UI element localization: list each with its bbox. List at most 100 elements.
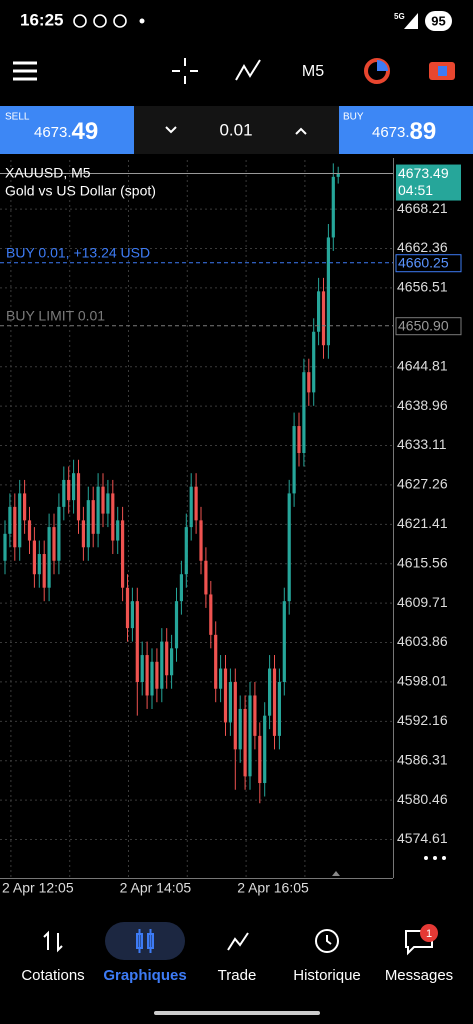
candle-body xyxy=(263,715,267,784)
candle-body xyxy=(170,648,174,676)
volume-up[interactable] xyxy=(295,127,307,135)
candle-body xyxy=(160,641,164,689)
candle-body xyxy=(32,540,36,575)
candle-body xyxy=(72,473,76,501)
candle-body xyxy=(47,527,51,588)
nav-icon-active xyxy=(136,929,154,953)
candle-body xyxy=(8,506,12,534)
indicators-button[interactable] xyxy=(235,59,261,81)
trade-accent xyxy=(438,66,447,76)
nav-tab[interactable]: Messages xyxy=(385,967,453,984)
candle-body xyxy=(130,601,134,629)
candle-body xyxy=(268,668,272,716)
candle-body xyxy=(135,601,139,682)
candle-body xyxy=(116,520,120,541)
badge-count: 1 xyxy=(426,928,432,940)
candle-body xyxy=(101,486,105,514)
more-button[interactable] xyxy=(424,856,446,860)
candle-body xyxy=(321,291,326,346)
timeframe-button[interactable]: M5 xyxy=(302,63,324,80)
candle-body xyxy=(199,520,203,561)
plot xyxy=(0,163,393,804)
y-tick-label: 4668.21 xyxy=(397,200,448,216)
candle-body xyxy=(277,681,281,736)
y-tick-label: 4656.51 xyxy=(397,279,448,295)
candle-body xyxy=(121,520,125,588)
candle-body xyxy=(76,473,81,521)
menu-button[interactable] xyxy=(13,61,37,81)
nav-tab[interactable]: Historique xyxy=(293,967,361,984)
candle-body xyxy=(145,655,149,696)
status-icons xyxy=(73,14,127,28)
volume-down[interactable] xyxy=(165,126,177,134)
crosshair-button[interactable] xyxy=(172,58,198,84)
badge xyxy=(420,924,438,942)
candle-body xyxy=(96,486,100,534)
price-line-box xyxy=(395,317,462,336)
x-tick-label: 2 Apr 16:05 xyxy=(237,880,309,896)
candle-body xyxy=(106,493,110,514)
nav-tab[interactable]: Trade xyxy=(218,967,257,984)
candle-body xyxy=(57,506,61,561)
candle-body xyxy=(258,735,262,784)
candle-body xyxy=(248,695,252,777)
candle-body xyxy=(317,291,321,332)
volume[interactable]: 0.01 xyxy=(219,120,252,139)
candle-body xyxy=(219,668,223,689)
countdown: 04:51 xyxy=(398,182,433,198)
candle-body xyxy=(179,574,183,602)
candle-body xyxy=(140,655,144,682)
candle-body xyxy=(155,661,159,689)
candle-body xyxy=(312,331,316,393)
candle-body xyxy=(91,500,95,534)
candle-body xyxy=(18,493,22,548)
nav-bar: Cotations Graphiques Trade Historique Messag… xyxy=(21,967,453,984)
candle-body xyxy=(3,533,7,561)
y-tick-label: 4638.96 xyxy=(397,397,448,413)
y-tick-label: 4580.46 xyxy=(397,791,448,807)
nav-tab[interactable]: Graphiques xyxy=(103,967,186,984)
price-line-label: 4660.25 xyxy=(398,254,449,270)
home-indicator xyxy=(154,1011,320,1015)
scroll-marker xyxy=(332,871,340,876)
price-line-text: BUY 0.01, +13.24 USD xyxy=(6,244,150,260)
candle-body xyxy=(189,486,193,528)
clock: 16:25 xyxy=(20,10,63,29)
price-line-text: BUY LIMIT 0.01 xyxy=(6,307,105,323)
candle-body xyxy=(228,681,232,723)
candle-body xyxy=(62,479,66,507)
symbol: XAUUSD, M5 xyxy=(5,165,91,181)
candle-body xyxy=(165,641,169,676)
sell-button[interactable] xyxy=(0,106,134,154)
candle-body xyxy=(194,486,198,521)
nav-tab[interactable]: Cotations xyxy=(21,967,84,984)
candle-body xyxy=(287,493,291,602)
x-tick-label: 2 Apr 14:05 xyxy=(120,880,192,896)
sell-price-main: 4673. xyxy=(34,124,72,141)
current-price-box xyxy=(396,164,461,201)
candle-body xyxy=(13,506,17,548)
signal xyxy=(404,13,418,29)
sell-price: 4673.49 xyxy=(34,118,98,145)
buy-price-pips: 89 xyxy=(410,118,437,145)
candle-body xyxy=(331,176,335,238)
y-tick-label: 4633.11 xyxy=(397,436,447,452)
y-tick-label: 4586.31 xyxy=(397,751,448,767)
y-tick-label: 4621.41 xyxy=(397,515,448,531)
y-tick-label: 4662.36 xyxy=(397,239,448,255)
active-tab-bg xyxy=(105,922,185,960)
candle-body xyxy=(336,173,340,177)
candle-body xyxy=(67,479,71,501)
candle-body xyxy=(326,237,330,346)
candle-body xyxy=(52,527,56,561)
buy-button[interactable] xyxy=(339,106,473,154)
candle-body xyxy=(223,668,228,723)
candle-body xyxy=(81,520,85,548)
candle-body xyxy=(111,493,115,541)
candle-body xyxy=(204,560,208,595)
buy-price-main: 4673. xyxy=(372,124,410,141)
y-tick-label: 4609.71 xyxy=(397,594,448,610)
candle-body xyxy=(214,634,218,689)
